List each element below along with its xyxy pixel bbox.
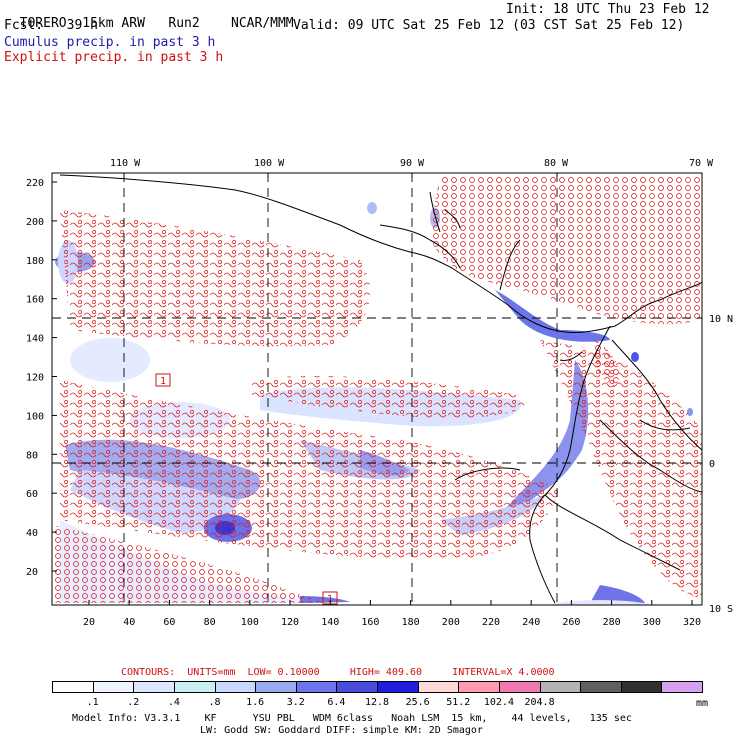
contour-info: CONTOURS: UNITS=mm LOW= 0.10000 HIGH= 40… [121, 667, 555, 678]
colorbar-tick-label: .2 [127, 697, 140, 708]
colorbar-unit: mm [696, 698, 709, 709]
x-tick-label: 140 [321, 617, 339, 628]
contour-low: LOW= 0.10000 [247, 667, 320, 678]
lon-label-110w: 110 W [110, 158, 141, 169]
y-tick-label: 120 [26, 373, 44, 384]
lon-label-90w: 90 W [400, 158, 425, 169]
x-tick-label: 100 [241, 617, 259, 628]
x-tick-label: 60 [163, 617, 175, 628]
y-tick-label: 20 [26, 567, 38, 578]
x-tick-label: 220 [482, 617, 500, 628]
x-tick-label: 20 [83, 617, 95, 628]
contour-high: HIGH= 409.60 [349, 667, 423, 678]
run-id: Run2 [168, 16, 200, 31]
forecast-hour: Fcst: 39 h [4, 19, 98, 33]
valid-time: Valid: 09 UTC Sat 25 Feb 12 (03 CST Sat … [293, 18, 685, 33]
x-tick-label: 320 [683, 617, 701, 628]
x-tick-label: 200 [442, 617, 460, 628]
cumulus-legend: Cumulus precip. in past 3 h [4, 35, 216, 50]
lat-label-0: 0 [709, 459, 715, 470]
explicit-precip-contours [52, 175, 702, 603]
colorbar-tick-label: 12.8 [365, 697, 390, 708]
map-frame [51, 172, 703, 606]
x-tick-label: 300 [643, 617, 661, 628]
colorbar-cell [458, 681, 500, 693]
contour-interval: INTERVAL=X 4.0000 [452, 667, 555, 678]
lon-label-100w: 100 W [254, 158, 285, 169]
colorbar-cell [539, 681, 582, 693]
lat-label-10s: 10 S [709, 604, 733, 615]
fcst-label: Fcst: [4, 18, 44, 33]
colorbar-cell [498, 681, 541, 693]
title-line: TORERO 15km ARW Run2 NCAR/MMM [4, 3, 294, 31]
physics-info: LW: Godd SW: Goddard DIFF: simple KM: 2D… [200, 725, 483, 736]
y-tick-label: 100 [26, 411, 44, 422]
colorbar-tick-label: 51.2 [446, 697, 471, 708]
y-tick-label: 200 [26, 217, 44, 228]
colorbar-cell [214, 681, 257, 693]
x-tick-label: 40 [123, 617, 135, 628]
axis-ticks [52, 173, 703, 605]
colorbar-tick-label: 102.4 [483, 697, 514, 708]
colorbar-cell [173, 681, 216, 693]
x-tick-label: 280 [603, 617, 621, 628]
lat-lon-grid [52, 173, 702, 605]
colorbar-tick-label: .1 [86, 697, 99, 708]
y-tick-label: 160 [26, 295, 44, 306]
x-tick-label: 80 [204, 617, 216, 628]
y-tick-label: 180 [26, 256, 44, 267]
grid-spacing: 15km ARW [82, 16, 145, 31]
fcst-value: 39 h [66, 18, 98, 33]
colorbar-cell [377, 681, 419, 693]
model-name: TORERO [19, 16, 67, 31]
lon-label-80w: 80 W [544, 158, 569, 169]
explicit-legend: Explicit precip. in past 3 h [4, 50, 224, 65]
colorbar-cell [295, 681, 338, 693]
colorbar-cell [92, 681, 135, 693]
colorbar-cell [580, 681, 622, 693]
organization: NCAR/MMM [231, 16, 294, 31]
colorbar-tick-label: .8 [208, 697, 221, 708]
y-tick-label: 40 [26, 528, 38, 539]
x-tick-label: 120 [281, 617, 299, 628]
contour-label: CONTOURS: [121, 667, 176, 678]
max-box-label-1: 1 [160, 376, 166, 387]
colorbar-tick-label: 6.4 [327, 697, 346, 708]
x-tick-label: 180 [402, 617, 420, 628]
axis-labels: 110 W 100 W 90 W 80 W 70 W 10 N 0 10 S 2… [26, 158, 733, 628]
model-info: Model Info: V3.3.1 KF YSU PBL WDM 6class… [72, 713, 632, 724]
colorbar-tick-label: 25.6 [405, 697, 430, 708]
y-tick-label: 140 [26, 334, 44, 345]
x-tick-label: 260 [562, 617, 580, 628]
max-box-label-2: 1 [327, 594, 333, 605]
colorbar-cell [336, 681, 378, 693]
colorbar-tick-label: .4 [167, 697, 180, 708]
x-tick-label: 160 [361, 617, 379, 628]
colorbar-cell [255, 681, 297, 693]
colorbar-cell [52, 681, 94, 693]
colorbar-tick-label: 204.8 [524, 697, 555, 708]
contour-units: UNITS=mm [187, 667, 236, 678]
colorbar [52, 681, 703, 694]
colorbar-tick-label: 1.6 [246, 697, 265, 708]
coastlines [59, 174, 702, 604]
colorbar-cell [417, 681, 460, 693]
x-tick-label: 240 [522, 617, 540, 628]
colorbar-cell [620, 681, 663, 693]
y-tick-label: 60 [26, 489, 38, 500]
init-time: Init: 18 UTC Thu 23 Feb 12 [506, 2, 710, 17]
colorbar-tick-label: 3.2 [286, 697, 305, 708]
colorbar-cell [661, 681, 703, 693]
y-tick-label: 80 [26, 450, 38, 461]
lat-label-10n: 10 N [709, 314, 733, 325]
y-tick-label: 220 [26, 178, 44, 189]
colorbar-cell [133, 681, 175, 693]
lon-label-70w: 70 W [689, 158, 714, 169]
